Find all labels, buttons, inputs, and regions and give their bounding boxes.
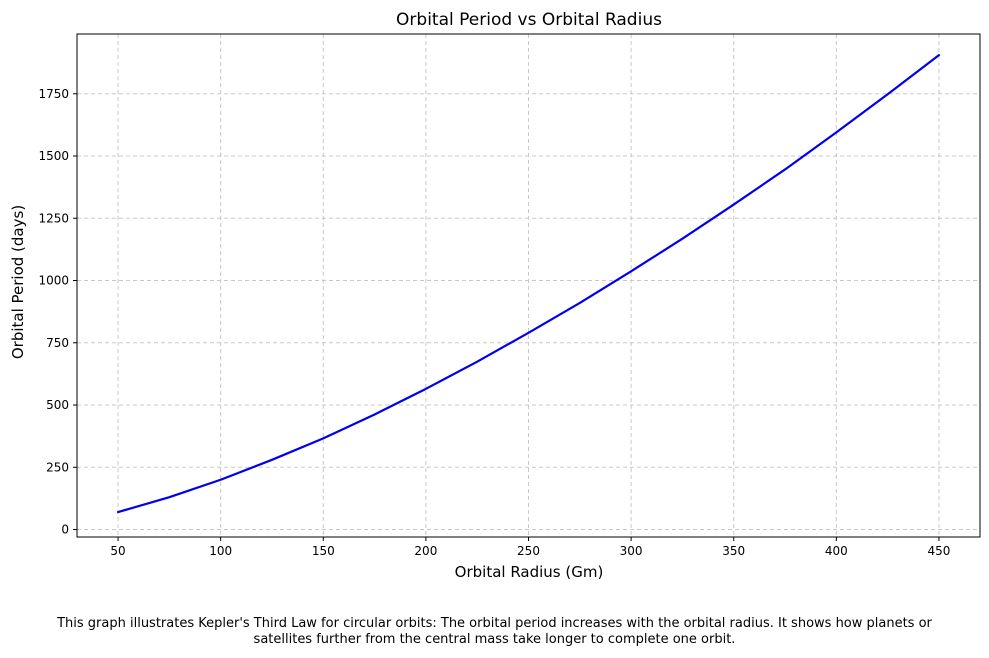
x-tick-label: 150 (312, 544, 335, 558)
axis-ticks: 50 100 150 200 250 300 350 400 450 0 250 500 750 1000… (38, 87, 950, 558)
y-tick-label: 1250 (38, 211, 69, 225)
x-axis-label: Orbital Radius (Gm) (455, 563, 604, 581)
x-tick-label: 250 (517, 544, 540, 558)
chart-title: Orbital Period vs Orbital Radius (396, 10, 662, 30)
y-tick-label: 250 (46, 460, 69, 474)
chart: 50 100 150 200 250 300 350 400 450 0 250 500 750 1000… (9, 10, 981, 581)
chart-caption: This graph illustrates Kepler's Third La… (20, 616, 969, 648)
y-tick-label: 750 (46, 336, 69, 350)
series-layer (116, 54, 941, 514)
y-tick-label: 0 (61, 523, 69, 537)
y-axis-label: Orbital Period (days) (9, 205, 27, 359)
grid (77, 34, 980, 537)
x-tick-label: 400 (825, 544, 848, 558)
y-tick-label: 500 (46, 398, 69, 412)
y-tick-label: 1500 (38, 149, 69, 163)
x-tick-label: 50 (110, 544, 125, 558)
x-tick-label: 350 (722, 544, 745, 558)
x-tick-label: 200 (414, 544, 437, 558)
x-tick-label: 100 (209, 544, 232, 558)
y-tick-label: 1000 (38, 274, 69, 288)
x-tick-label: 300 (620, 544, 643, 558)
caption-line-2: satellites further from the central mass… (253, 632, 736, 647)
series-line (116, 54, 941, 514)
y-tick-label: 1750 (38, 87, 69, 101)
caption-line-1: This graph illustrates Kepler's Third La… (57, 616, 932, 631)
x-tick-label: 450 (928, 544, 951, 558)
